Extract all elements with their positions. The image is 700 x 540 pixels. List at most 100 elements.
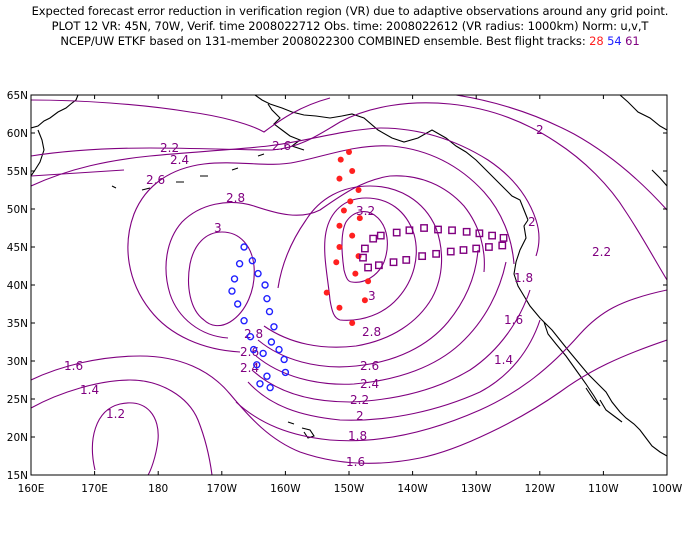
- lon-tick-label: 100W: [652, 483, 683, 495]
- title-line-2: PLOT 12 VR: 45N, 70W, Verif. time 200802…: [51, 19, 649, 33]
- lat-tick-label: 65N: [7, 90, 28, 102]
- contour-label: 2.2: [350, 393, 369, 407]
- track-61-marker: [376, 231, 385, 240]
- contour-label: 2.8: [362, 325, 381, 339]
- track-54-marker: [230, 275, 239, 283]
- track-54-marker: [270, 323, 278, 331]
- track-54-marker: [240, 317, 248, 325]
- coastline-alaska-gulf: [341, 113, 529, 221]
- contour-label: 1.6: [64, 359, 83, 373]
- coastline-kamchatka: [31, 129, 45, 177]
- track-61-marker: [462, 227, 471, 236]
- coastline-alaska-west: [267, 103, 305, 151]
- track-54-marker: [246, 332, 255, 341]
- contour-label: 1.2: [106, 407, 125, 421]
- track-54-marker: [263, 372, 271, 380]
- contour-2.2-north: [31, 102, 667, 281]
- track-id-28: 28: [589, 34, 604, 48]
- lat-tick-label: 55N: [7, 166, 28, 178]
- lon-tick-label: 170W: [207, 483, 238, 495]
- track-61-marker: [418, 252, 427, 261]
- track-54-marker: [253, 361, 261, 369]
- track-61-marker: [485, 243, 493, 251]
- contour-label: 1.4: [80, 383, 99, 397]
- track-61-marker: [420, 224, 428, 232]
- track-54-marker: [259, 349, 267, 358]
- contour-label: 2: [356, 409, 364, 423]
- track-28-marker: [355, 187, 362, 193]
- lat-tick-label: 45N: [7, 242, 28, 254]
- contour-label: 2.4: [360, 377, 379, 391]
- contour-2.4-west: [31, 127, 540, 257]
- title-line-3: NCEP/UW ETKF based on 131-member 2008022…: [0, 34, 700, 49]
- contour-2.4-south: [255, 261, 507, 385]
- track-61-marker: [475, 229, 484, 238]
- track-61-marker: [459, 246, 468, 254]
- contour-2.6-west: [127, 145, 515, 353]
- lon-tick-label: 110W: [588, 483, 619, 495]
- track-54-marker: [254, 269, 262, 278]
- lon-tick-label: 180: [148, 483, 168, 495]
- contour-1.8: [235, 289, 667, 442]
- contour-label: 1.4: [494, 353, 513, 367]
- title-line-1: Expected forecast error reduction in ver…: [31, 4, 669, 18]
- contour-label: 1.8: [514, 271, 533, 285]
- contour-label: 2.8: [244, 327, 263, 341]
- title-line-3-prefix: NCEP/UW ETKF based on 131-member 2008022…: [60, 34, 586, 48]
- coastlines: [31, 95, 667, 457]
- coastline-hudson: [651, 169, 667, 187]
- track-61-marker: [369, 234, 378, 243]
- lat-tick-label: 20N: [7, 432, 28, 444]
- lon-tick-label: 170E: [81, 483, 108, 495]
- track-61-marker: [499, 233, 508, 242]
- track-28-marker: [356, 215, 363, 222]
- lat-tick-label: 50N: [7, 204, 28, 216]
- flight-tracks: [228, 149, 508, 392]
- track-61-marker: [364, 263, 372, 272]
- track-54-marker: [248, 256, 257, 265]
- contour-label: 3: [214, 221, 222, 235]
- contour-1.4-west: [31, 379, 213, 475]
- track-28-marker: [333, 259, 340, 266]
- track-28-marker: [336, 304, 343, 311]
- contour-label: 2: [536, 123, 544, 137]
- track-28-marker: [352, 270, 359, 277]
- track-28-marker: [336, 175, 343, 182]
- track-61-marker: [392, 228, 401, 237]
- track-54-marker: [281, 368, 290, 377]
- track-61-marker: [402, 256, 411, 264]
- track-28-marker: [349, 232, 356, 239]
- contour-label: 2: [528, 215, 536, 229]
- contour-2.6-south: [257, 249, 479, 368]
- track-61-marker: [405, 226, 414, 235]
- track-28-marker: [346, 149, 352, 155]
- track-54-marker: [266, 383, 274, 392]
- track-54-marker: [263, 294, 271, 303]
- track-28-marker: [336, 244, 343, 250]
- contour-label: 2.6: [360, 359, 379, 373]
- contour-label-group: 2 2.2 2.4 2.6 2.6 2.8 3 3.2 2 2.2 1.8 1.…: [64, 123, 611, 469]
- track-28-marker: [347, 198, 354, 205]
- track-61-marker: [434, 225, 442, 234]
- contour-label: 2.4: [170, 153, 189, 167]
- track-61-marker: [488, 231, 496, 240]
- track-54-marker: [261, 281, 269, 289]
- contour-2.8-inner: [263, 185, 443, 348]
- contour-label: 2.8: [226, 191, 245, 205]
- lon-tick-label: 160E: [18, 483, 45, 495]
- coastline-mexico-inner: [599, 399, 623, 423]
- track-54-marker: [228, 287, 236, 295]
- coastline-baja: [543, 321, 601, 407]
- contour-1.6-west: [31, 339, 667, 464]
- track-28-marker: [340, 207, 347, 214]
- contour-2.6-far-west: [31, 169, 125, 177]
- contour-label: 2.6: [146, 173, 165, 187]
- contour-2.8-west: [165, 175, 485, 339]
- lat-tick-label: 30N: [7, 356, 28, 368]
- track-54-marker: [265, 307, 274, 316]
- track-id-61: 61: [625, 34, 640, 48]
- lon-tick-label: 140W: [397, 483, 428, 495]
- contour-label: 1.8: [348, 429, 367, 443]
